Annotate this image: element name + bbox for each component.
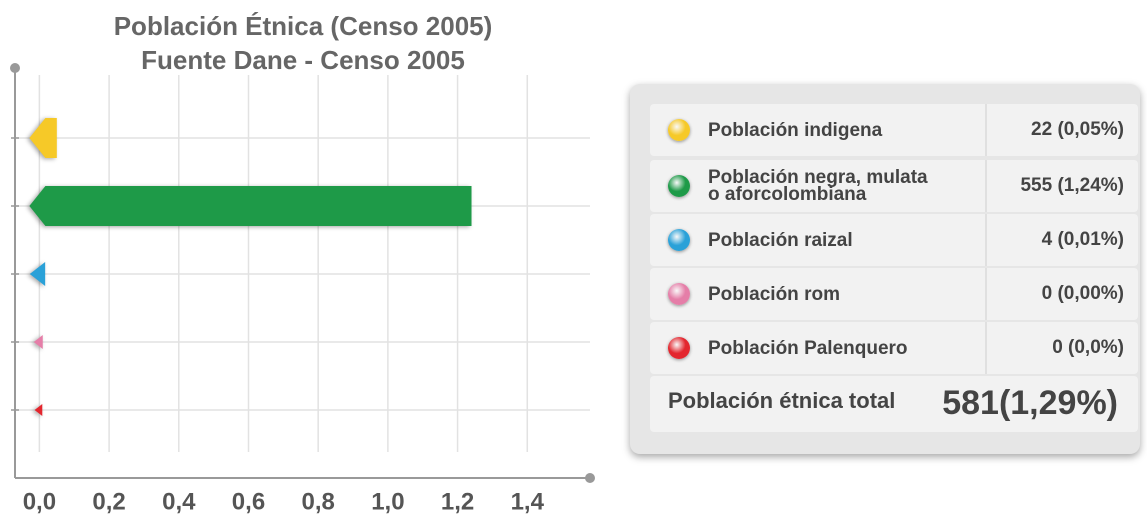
row-label: Población rom	[708, 283, 840, 305]
x-tick-label: 1,4	[511, 488, 545, 515]
row-value: 0 (0,0%)	[1052, 337, 1124, 358]
label-line: o aforcolombiana	[708, 184, 867, 205]
legend-row: Población indigena 22 (0,05%)	[650, 104, 1138, 156]
row-label: Población indigena	[708, 119, 883, 141]
x-tick-label: 0,6	[232, 488, 265, 515]
label-line: Población raizal	[708, 229, 853, 251]
legend-dot	[668, 283, 690, 305]
label-line: Población indigena	[708, 119, 883, 141]
total-value: 581(1,29%)	[942, 384, 1118, 422]
legend-dot	[668, 229, 690, 251]
legend-row: Población Palenquero 0 (0,0%)	[650, 322, 1138, 374]
row-label: Población raizal	[708, 229, 853, 251]
row-divider	[985, 214, 987, 266]
bar	[34, 404, 43, 416]
chart: Población Étnica (Censo 2005) Fuente Dan…	[10, 11, 595, 515]
row-label: Población Palenquero	[708, 337, 908, 359]
axis-end	[10, 63, 20, 73]
label-line: Población Palenquero	[708, 337, 908, 359]
axis-end	[585, 473, 595, 483]
bar	[29, 186, 472, 226]
legend-dot	[668, 119, 690, 141]
bar	[33, 335, 43, 349]
chart-title: Población Étnica (Censo 2005)	[114, 11, 493, 41]
bar	[29, 262, 46, 286]
row-value: 555 (1,24%)	[1020, 175, 1124, 196]
x-tick-label: 1,0	[371, 488, 404, 515]
legend-row: Población raizal 4 (0,01%)	[650, 214, 1138, 266]
legend-dot	[668, 175, 690, 197]
total-row: Población étnica total 581(1,29%)	[650, 376, 1138, 432]
row-value: 0 (0,00%)	[1041, 283, 1124, 304]
x-tick-label: 0,0	[23, 488, 56, 515]
row-divider	[985, 322, 987, 374]
x-tick-label: 1,2	[441, 488, 474, 515]
row-divider	[985, 160, 987, 212]
row-divider	[985, 104, 987, 156]
bar	[29, 118, 57, 158]
row-value: 22 (0,05%)	[1031, 119, 1124, 140]
legend-row: Población rom 0 (0,00%)	[650, 268, 1138, 320]
row-divider	[985, 268, 987, 320]
label-line: Población rom	[708, 283, 840, 305]
row-value: 4 (0,01%)	[1041, 229, 1124, 250]
x-tick-label: 0,2	[92, 488, 125, 515]
chart-subtitle: Fuente Dane - Censo 2005	[141, 45, 465, 75]
total-label: Población étnica total	[668, 388, 896, 413]
x-tick-label: 0,4	[162, 488, 196, 515]
legend-card: Población indigena 22 (0,05%) Población ne…	[630, 84, 1140, 454]
x-tick-label: 0,8	[301, 488, 334, 515]
row-label: Población negra, mulata o aforcolombiana	[708, 167, 928, 205]
legend-dot	[668, 337, 690, 359]
label-line: Población negra, mulata	[708, 167, 928, 188]
legend-row: Población negra, mulata o aforcolombiana 5…	[650, 160, 1138, 212]
